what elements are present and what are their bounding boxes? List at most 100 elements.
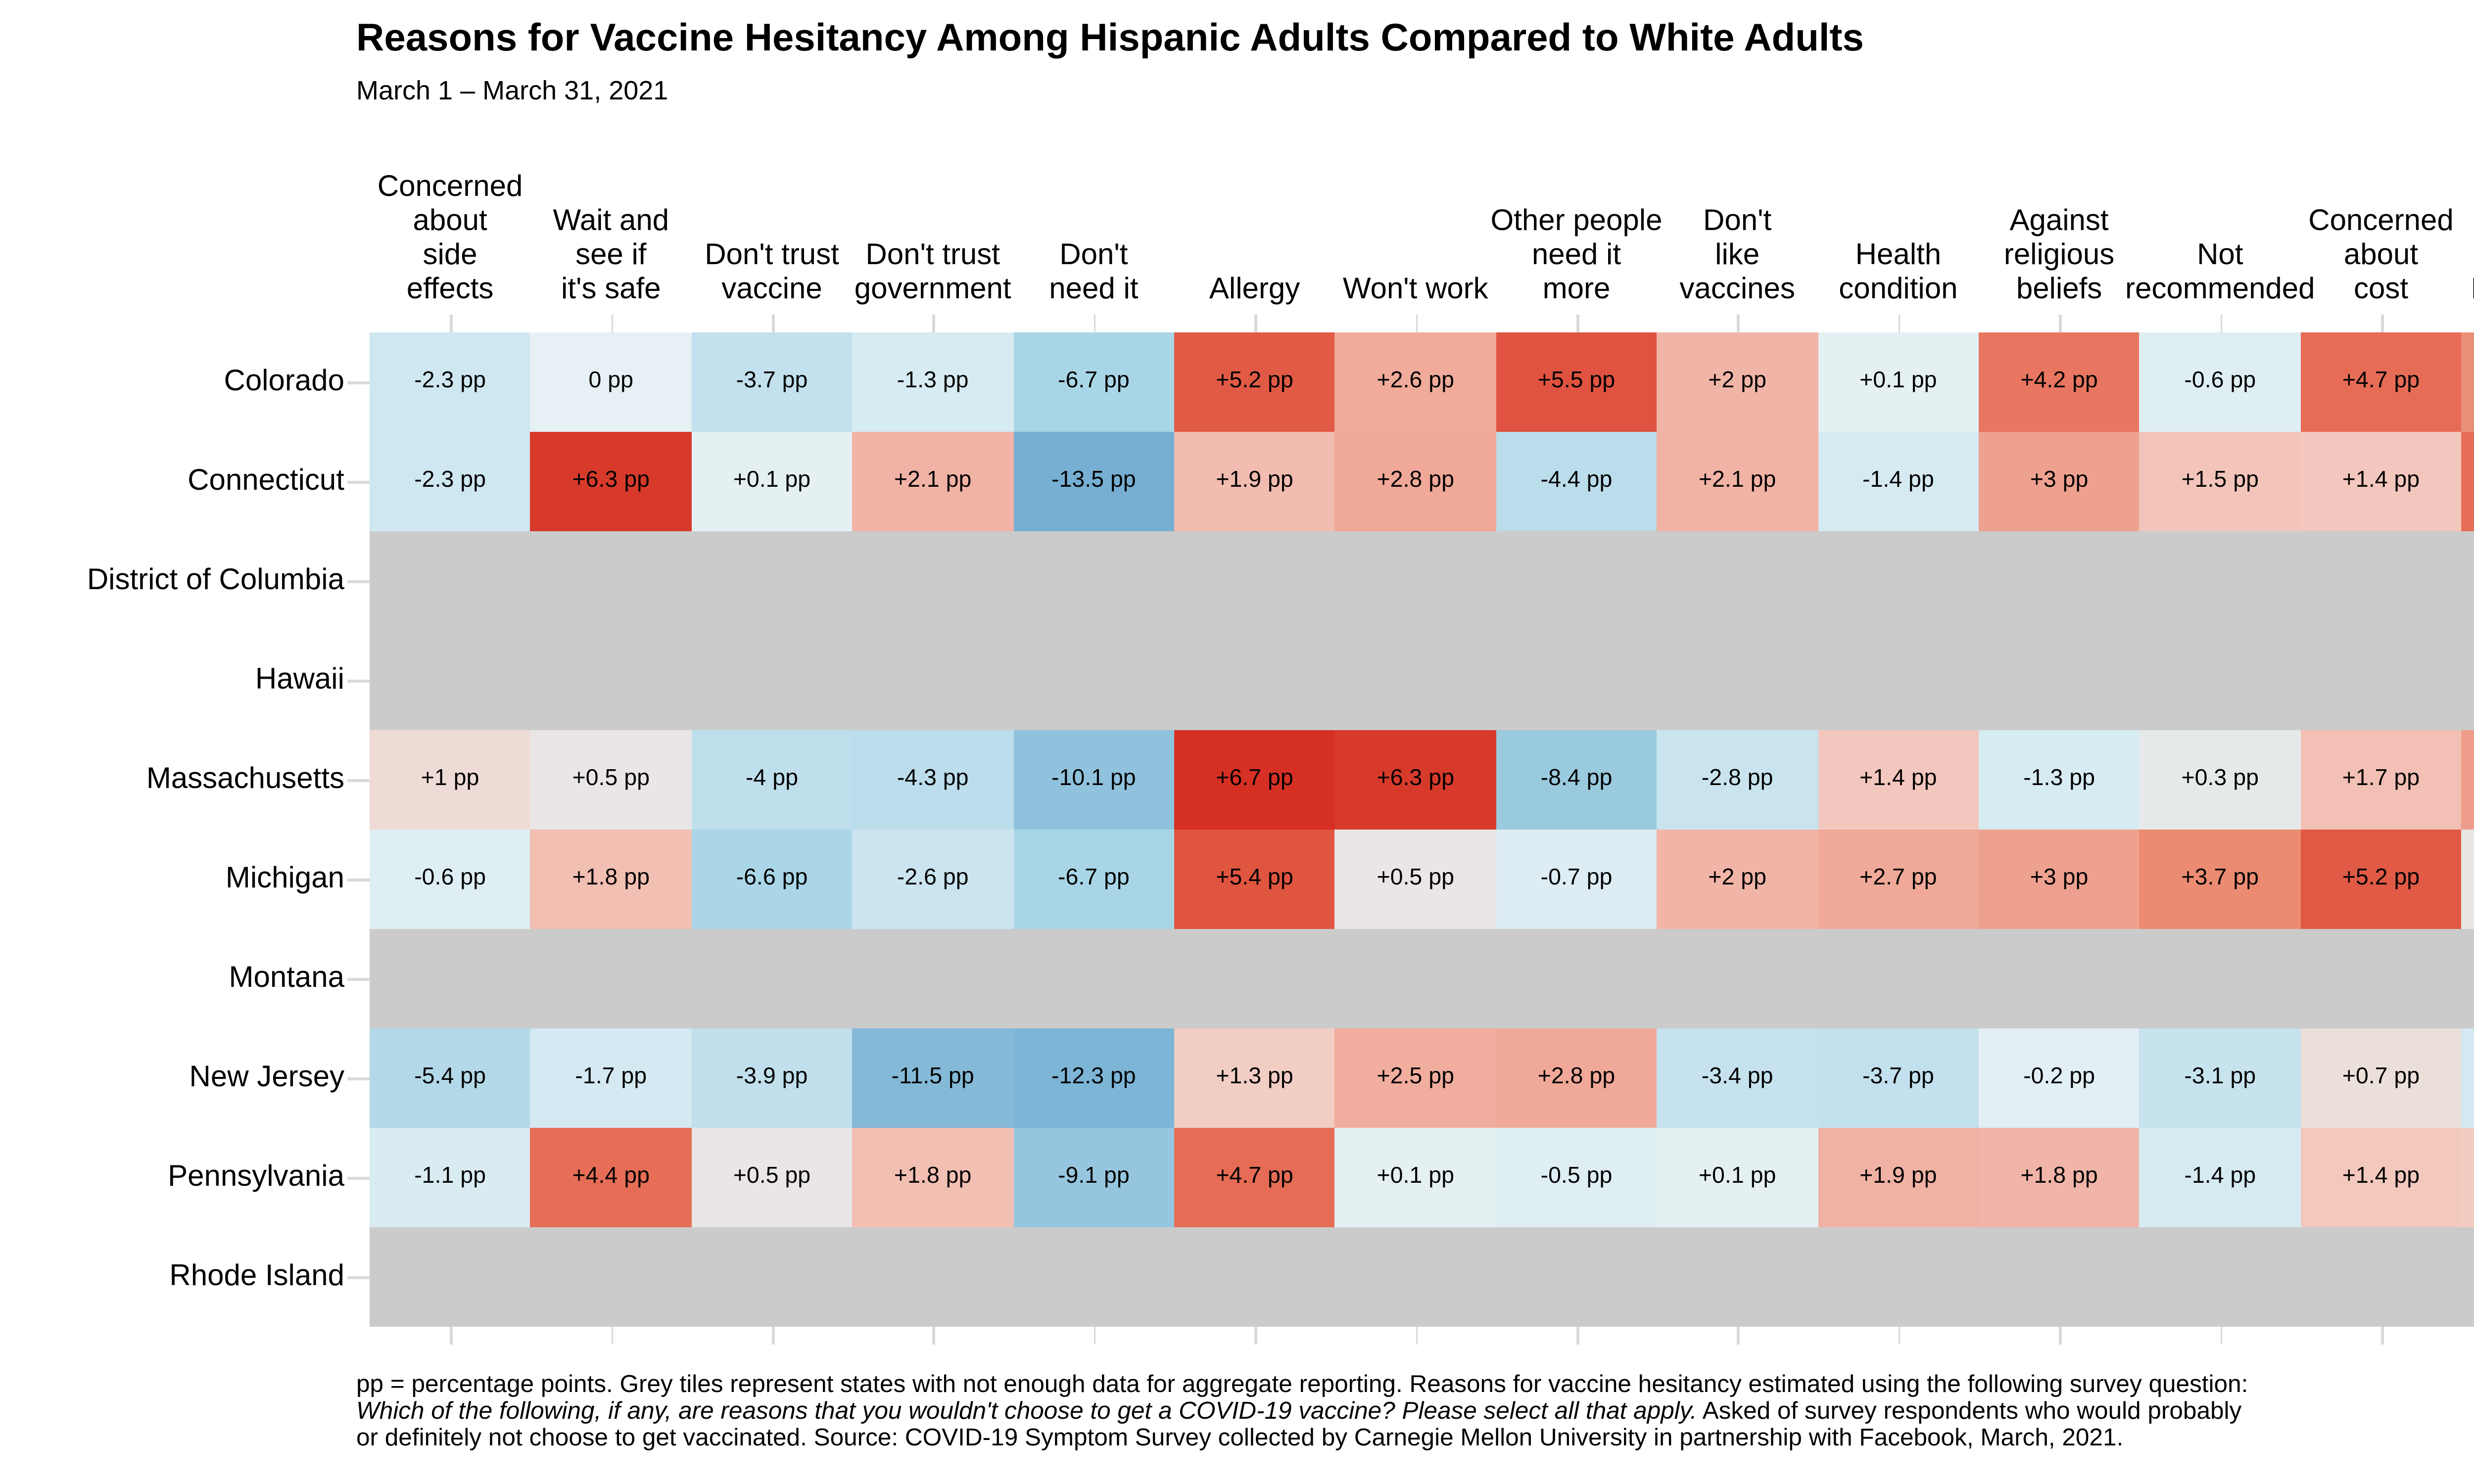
heatmap-cell: +2.7 pp [1817, 829, 1979, 929]
column-header: Don't like vaccines [1679, 205, 1795, 307]
column-header-line: more [1542, 273, 1611, 306]
heatmap-cell: -3.7 pp [1817, 1028, 1979, 1128]
heatmap-cell: -1.4 pp [1817, 431, 1979, 531]
bottom-axis-tick [1737, 1327, 1740, 1345]
column-header-line: Don't trust [705, 239, 839, 272]
column-header-line: Not [2197, 239, 2243, 272]
heatmap-cell: -2.3 pp [370, 431, 531, 531]
heatmap-cell: -6.7 pp [1013, 829, 1174, 929]
heatmap-cell: +1.8 pp [1979, 1127, 2140, 1227]
bottom-axis-tick [611, 1327, 614, 1345]
heatmap-cell: -3.7 pp [691, 331, 853, 431]
bottom-axis-tick [1576, 1327, 1579, 1345]
heatmap-cell: -13.5 pp [1013, 431, 1174, 531]
column-header-line: Allergy [1209, 273, 1300, 306]
heatmap-cell: +0.7 pp [2300, 1028, 2462, 1128]
heatmap-cell: -1.1 pp [370, 1127, 531, 1227]
footnote-survey-question: Which of the following, if any, are reas… [356, 1397, 1697, 1425]
footnote-line-2-rest: Asked of survey respondents who would pr… [1697, 1397, 2242, 1425]
heatmap-cell: +0.3 pp [2140, 730, 2301, 830]
chart-subtitle: March 1 – March 31, 2021 [356, 76, 668, 105]
column-header: Other people need it more [1491, 205, 1663, 307]
column-header-line: beliefs [2016, 273, 2102, 306]
heatmap-cell: -2.6 pp [852, 829, 1013, 929]
column-header-line: see if [575, 239, 647, 272]
column-header: Wait and see if it's safe [553, 205, 669, 307]
footnote-line-2: Which of the following, if any, are reas… [356, 1397, 2474, 1425]
column-header: Concerned about side effects [378, 171, 523, 307]
column-header: Pregnancy [2471, 273, 2474, 307]
column-header-line: side [423, 239, 477, 272]
row-label-state: New Jersey [189, 1062, 344, 1095]
heatmap-cell: +4.7 pp [2300, 331, 2462, 431]
column-header-line: Other people [1490, 205, 1663, 237]
heatmap-cell: +6.7 pp [1174, 730, 1335, 830]
column-header-line: effects [406, 273, 494, 306]
top-axis-tick [1737, 314, 1740, 332]
left-gridline-segment [347, 680, 370, 683]
footnote-line-1: pp = percentage points. Grey tiles repre… [356, 1371, 2248, 1398]
column-header: Don't trust vaccine [705, 239, 839, 307]
heatmap-cell: +0.5 pp [530, 730, 692, 830]
heatmap-cell: +1.4 pp [2300, 1127, 2462, 1227]
top-axis-tick [1094, 314, 1096, 332]
column-header: Don't trust government [855, 239, 1011, 307]
heatmap-cell: +3 pp [1979, 829, 2140, 929]
heatmap-cell: +4.4 pp [530, 1127, 692, 1227]
heatmap-cell: -1.3 pp [852, 331, 1013, 431]
heatmap-cell: +0.1 pp [1657, 1127, 1818, 1227]
bottom-axis-tick [2059, 1327, 2062, 1345]
row-label-state: Montana [229, 962, 344, 995]
column-header-line: Don't trust [865, 239, 1000, 272]
heatmap-cell: -0.6 pp [370, 829, 531, 929]
top-axis-tick [450, 314, 453, 332]
heatmap-cell: +2 pp [1657, 829, 1818, 929]
top-axis-tick [2220, 314, 2223, 332]
heatmap-cell: -9.1 pp [1013, 1127, 1174, 1227]
column-header: Not recommended [2125, 239, 2315, 307]
heatmap-cell: -4 pp [691, 730, 853, 830]
bottom-axis-tick [2381, 1327, 2383, 1345]
heatmap-cell: -3.9 pp [691, 1028, 853, 1128]
column-header-line: recommended [2125, 273, 2315, 306]
heatmap-cell: -5.4 pp [370, 1028, 531, 1128]
column-header: Won't work [1343, 273, 1488, 307]
heatmap-cell: +0.1 pp [691, 431, 853, 531]
heatmap-cell: -8.4 pp [1496, 730, 1657, 830]
heatmap-cell: +1.8 pp [852, 1127, 1013, 1227]
heatmap-cell: +6.3 pp [530, 431, 692, 531]
column-header: Against religious beliefs [2004, 205, 2114, 307]
column-header: Allergy [1209, 273, 1300, 307]
left-gridline-segment [347, 978, 370, 981]
column-header-line: cost [2353, 273, 2409, 306]
chart-footnote: pp = percentage points. Grey tiles repre… [356, 1371, 2474, 1452]
left-gridline-segment [347, 580, 370, 583]
heatmap-cell: -3.1 pp [2140, 1028, 2301, 1128]
heatmap-cell: +5.5 pp [1496, 331, 1657, 431]
heatmap-cell: -3.4 pp [1657, 1028, 1818, 1128]
heatmap-cell: +3.1 pp [2461, 730, 2474, 830]
left-gridline-segment [347, 779, 370, 782]
column-header-line: it's safe [561, 273, 661, 306]
heatmap-cell: +3.7 pp [2140, 829, 2301, 929]
column-header-line: vaccines [1679, 273, 1795, 306]
column-header-line: Against [2009, 205, 2109, 237]
heatmap-cell: -6.6 pp [691, 829, 853, 929]
heatmap-cell: +1.9 pp [1174, 431, 1335, 531]
no-data-row [370, 530, 2474, 630]
column-header-line: like [1715, 239, 1760, 272]
heatmap-cell: +2.8 pp [1496, 1028, 1657, 1128]
heatmap-cell: -1.4 pp [2140, 1127, 2301, 1227]
column-header-line: vaccine [721, 273, 822, 306]
column-header-line: Wait and [553, 205, 669, 237]
heatmap-cell: -6.7 pp [1013, 331, 1174, 431]
heatmap-cell: +1.4 pp [2300, 431, 2462, 531]
heatmap-cell: +0.6 pp [2461, 829, 2474, 929]
heatmap-cell: -0.5 pp [1496, 1127, 1657, 1227]
heatmap-cell: +1.7 pp [2300, 730, 2462, 830]
top-axis-tick [1898, 314, 1901, 332]
column-header-line: Health [1855, 239, 1942, 272]
column-header-line: Concerned [2308, 205, 2454, 237]
row-label-state: Massachusetts [146, 763, 344, 796]
column-header-line: Don't [1059, 239, 1128, 272]
